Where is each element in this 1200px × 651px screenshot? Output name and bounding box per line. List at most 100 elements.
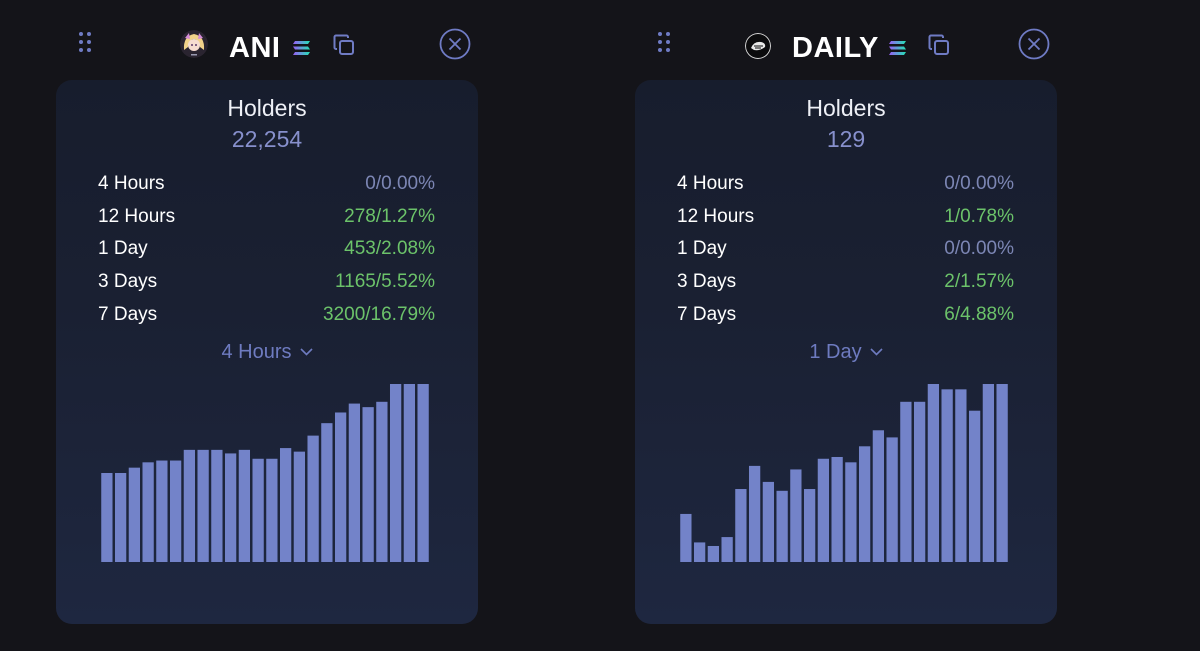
chart-bar [913, 401, 926, 562]
chart-bar [721, 537, 733, 562]
stat-value: 278/1.27% [344, 205, 435, 227]
stat-value: 6/4.88% [944, 303, 1014, 325]
stat-row-1-day: 1 Day 0/0.00% [677, 233, 1014, 266]
daily-logo-icon [745, 33, 771, 59]
chart-bar [955, 389, 967, 562]
stat-row-1-day: 1 Day 453/2.08% [98, 233, 435, 266]
chart-bar [183, 449, 196, 562]
holders-count: 129 [826, 126, 866, 152]
chart-bar [128, 467, 141, 562]
chart-bar [376, 401, 388, 562]
stat-value: 0/0.00% [365, 173, 435, 195]
drag-handle-icon[interactable] [79, 32, 93, 56]
solana-icon [292, 40, 311, 56]
holders-bar-chart [680, 384, 1008, 562]
chart-bar [252, 458, 264, 562]
token-name: DAILY [792, 32, 879, 64]
holder-change-stats: 4 Hours 0/0.00% 12 Hours 1/0.78% 1 Day 0… [677, 168, 1014, 331]
chart-bar [803, 489, 816, 562]
chart-bar [735, 489, 747, 562]
period-dropdown[interactable]: 1 Day [635, 338, 1057, 366]
chart-bar [941, 389, 953, 562]
stat-period: 7 Days [677, 303, 737, 325]
chevron-down-icon [870, 348, 883, 356]
stat-row-12-hours: 12 Hours 278/1.27% [98, 201, 435, 234]
token-name: ANI [229, 32, 281, 64]
chart-bar [693, 542, 706, 562]
chart-bar [334, 412, 347, 562]
stat-row-3-days: 3 Days 2/1.57% [677, 266, 1014, 299]
stat-row-12-hours: 12 Hours 1/0.78% [677, 201, 1014, 234]
stat-value: 2/1.57% [944, 271, 1014, 293]
chart-bar [748, 465, 761, 562]
chart-bar [790, 469, 802, 562]
stat-value: 1165/5.52% [334, 271, 435, 293]
holder-change-stats: 4 Hours 0/0.00% 12 Hours 278/1.27% 1 Day… [98, 168, 435, 331]
solana-icon [888, 40, 907, 56]
stat-period: 1 Day [98, 238, 148, 260]
chart-bar [982, 384, 995, 562]
stat-period: 3 Days [98, 271, 158, 293]
chart-bar [279, 448, 292, 562]
chart-bar [321, 423, 333, 562]
stat-value: 3200/16.79% [323, 303, 435, 325]
chart-bar [968, 410, 981, 562]
stat-row-3-days: 3 Days 1165/5.52% [98, 266, 435, 299]
chart-bar [817, 458, 830, 562]
chart-bar [762, 481, 775, 562]
chart-bar [211, 449, 223, 562]
chart-bar [266, 458, 278, 562]
stat-value: 0/0.00% [944, 173, 1014, 195]
chart-bar [224, 453, 237, 562]
chart-bar [403, 384, 416, 562]
chart-bar [831, 456, 843, 562]
chart-bar [707, 545, 720, 562]
drag-handle-icon[interactable] [658, 32, 672, 56]
token-card-ani: ANI Holders 22,254 4 Hours 0/0.00% 12 Ho… [56, 0, 478, 624]
chart-bar [238, 449, 251, 562]
chart-bar [156, 460, 168, 562]
selected-period: 1 Day [809, 340, 862, 363]
token-card-daily: DAILY Holders 129 4 Hours 0/0.00% 12 Hou… [635, 0, 1057, 624]
stat-row-7-days: 7 Days 3200/16.79% [98, 298, 435, 331]
chart-bar [680, 513, 692, 562]
stat-value: 453/2.08% [344, 238, 435, 260]
copy-icon[interactable] [928, 34, 950, 56]
stat-period: 1 Day [677, 238, 727, 260]
chart-bar [900, 401, 912, 562]
chart-bar [307, 435, 319, 562]
chart-bar [858, 446, 871, 562]
stat-period: 4 Hours [677, 173, 744, 195]
chart-bar [776, 490, 788, 562]
stat-value: 0/0.00% [944, 238, 1014, 260]
chart-bar [101, 473, 113, 562]
chart-bar [348, 403, 361, 562]
chart-bar [142, 462, 154, 562]
stat-period: 12 Hours [677, 205, 755, 227]
stat-period: 4 Hours [98, 173, 165, 195]
chart-bar [362, 407, 374, 562]
chart-bar [197, 449, 209, 562]
stat-row-7-days: 7 Days 6/4.88% [677, 298, 1014, 331]
close-icon[interactable] [1018, 28, 1050, 60]
holders-bar-chart [101, 384, 429, 562]
holders-label: Holders [806, 95, 886, 121]
copy-icon[interactable] [333, 34, 355, 56]
stat-value: 1/0.78% [944, 205, 1014, 227]
chart-bar [872, 430, 885, 562]
holders-label: Holders [227, 95, 307, 121]
chart-bar [996, 384, 1008, 562]
chart-bar [114, 473, 127, 562]
chart-bar [845, 462, 857, 562]
stat-row-4-hours: 4 Hours 0/0.00% [677, 168, 1014, 201]
period-dropdown[interactable]: 4 Hours [56, 338, 478, 366]
stat-period: 3 Days [677, 271, 737, 293]
chart-bar [886, 437, 898, 562]
chart-bar [927, 384, 940, 562]
close-icon[interactable] [439, 28, 471, 60]
stat-period: 7 Days [98, 303, 158, 325]
chart-bar [293, 451, 306, 562]
holders-count: 22,254 [231, 126, 303, 152]
chart-bar [169, 460, 182, 562]
chart-bar [417, 384, 429, 562]
